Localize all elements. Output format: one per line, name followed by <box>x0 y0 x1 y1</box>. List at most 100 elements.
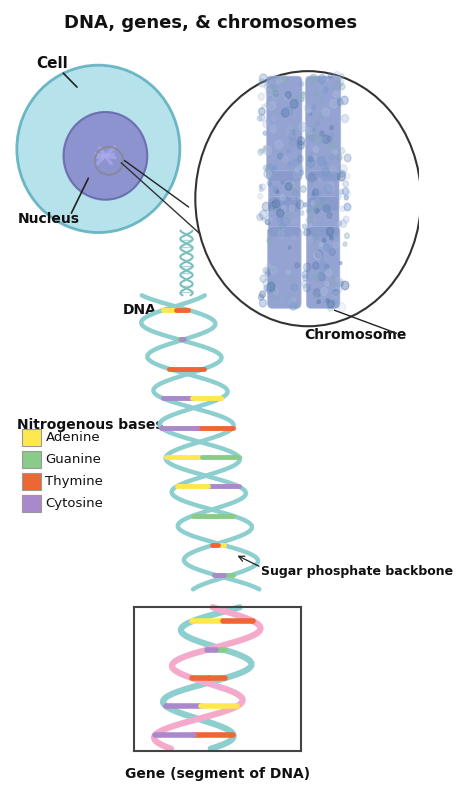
Circle shape <box>273 288 279 295</box>
Circle shape <box>339 189 343 194</box>
Text: Chromosome: Chromosome <box>304 328 407 342</box>
Circle shape <box>317 300 320 304</box>
Circle shape <box>300 97 304 102</box>
Circle shape <box>315 92 318 96</box>
Circle shape <box>319 242 323 246</box>
Circle shape <box>289 133 296 140</box>
Circle shape <box>268 285 275 293</box>
Circle shape <box>267 238 273 244</box>
Circle shape <box>264 170 271 178</box>
Circle shape <box>330 99 337 108</box>
Circle shape <box>282 206 286 211</box>
Circle shape <box>318 157 326 165</box>
Circle shape <box>270 266 277 273</box>
Circle shape <box>325 269 332 276</box>
Circle shape <box>302 281 309 288</box>
Circle shape <box>327 182 334 191</box>
Circle shape <box>329 249 335 256</box>
Circle shape <box>273 200 280 207</box>
Circle shape <box>307 159 315 168</box>
Circle shape <box>324 184 332 193</box>
Circle shape <box>282 76 287 81</box>
Circle shape <box>333 91 339 98</box>
Circle shape <box>277 217 282 222</box>
Circle shape <box>266 119 269 122</box>
Circle shape <box>273 87 279 94</box>
Circle shape <box>272 116 276 121</box>
Circle shape <box>327 227 334 235</box>
Circle shape <box>329 236 333 240</box>
Circle shape <box>292 284 297 291</box>
Text: Sugar phosphate backbone: Sugar phosphate backbone <box>262 565 454 578</box>
Circle shape <box>316 250 322 258</box>
Circle shape <box>284 96 287 99</box>
Circle shape <box>308 157 313 162</box>
Circle shape <box>303 263 311 271</box>
Circle shape <box>266 106 269 109</box>
FancyBboxPatch shape <box>22 451 41 467</box>
Circle shape <box>339 148 345 154</box>
Circle shape <box>259 184 262 188</box>
Circle shape <box>333 292 338 298</box>
Circle shape <box>337 83 341 87</box>
Circle shape <box>318 136 324 142</box>
Circle shape <box>311 195 315 199</box>
Circle shape <box>278 227 282 231</box>
Circle shape <box>319 245 325 252</box>
Circle shape <box>265 219 270 225</box>
Circle shape <box>298 200 301 203</box>
Circle shape <box>327 212 332 218</box>
Circle shape <box>276 190 279 193</box>
Circle shape <box>322 238 326 242</box>
Circle shape <box>334 72 341 80</box>
Text: DNA: DNA <box>123 304 157 317</box>
Circle shape <box>290 298 296 305</box>
Circle shape <box>268 102 276 111</box>
Circle shape <box>343 180 348 187</box>
Circle shape <box>345 191 350 197</box>
Circle shape <box>301 91 306 98</box>
Text: Cytosine: Cytosine <box>46 497 103 510</box>
Circle shape <box>263 279 271 287</box>
Circle shape <box>280 195 285 200</box>
Circle shape <box>262 105 264 107</box>
Circle shape <box>321 87 325 91</box>
Circle shape <box>258 93 264 100</box>
Circle shape <box>339 262 342 265</box>
Circle shape <box>339 281 343 286</box>
Circle shape <box>326 299 329 303</box>
Circle shape <box>265 271 270 277</box>
Circle shape <box>259 74 267 83</box>
Circle shape <box>314 200 322 208</box>
Circle shape <box>338 222 341 225</box>
Circle shape <box>269 279 274 285</box>
Circle shape <box>271 87 277 95</box>
Circle shape <box>314 273 320 281</box>
Circle shape <box>340 206 345 211</box>
Circle shape <box>328 301 334 308</box>
Circle shape <box>329 126 334 130</box>
Circle shape <box>264 285 270 291</box>
Circle shape <box>309 112 312 115</box>
Circle shape <box>290 278 293 282</box>
Circle shape <box>280 223 285 229</box>
Circle shape <box>289 138 296 146</box>
Circle shape <box>312 128 315 131</box>
FancyBboxPatch shape <box>306 227 340 308</box>
Circle shape <box>341 281 349 289</box>
Circle shape <box>281 76 286 83</box>
Circle shape <box>320 204 324 209</box>
Circle shape <box>314 251 321 259</box>
Circle shape <box>271 266 277 273</box>
Circle shape <box>260 184 266 190</box>
Circle shape <box>259 299 266 307</box>
Circle shape <box>264 145 268 149</box>
Circle shape <box>333 150 337 154</box>
Circle shape <box>267 181 271 185</box>
Circle shape <box>267 263 271 267</box>
Circle shape <box>285 293 292 301</box>
Circle shape <box>340 171 346 177</box>
Circle shape <box>318 75 326 83</box>
Circle shape <box>315 190 320 196</box>
Circle shape <box>313 135 321 144</box>
